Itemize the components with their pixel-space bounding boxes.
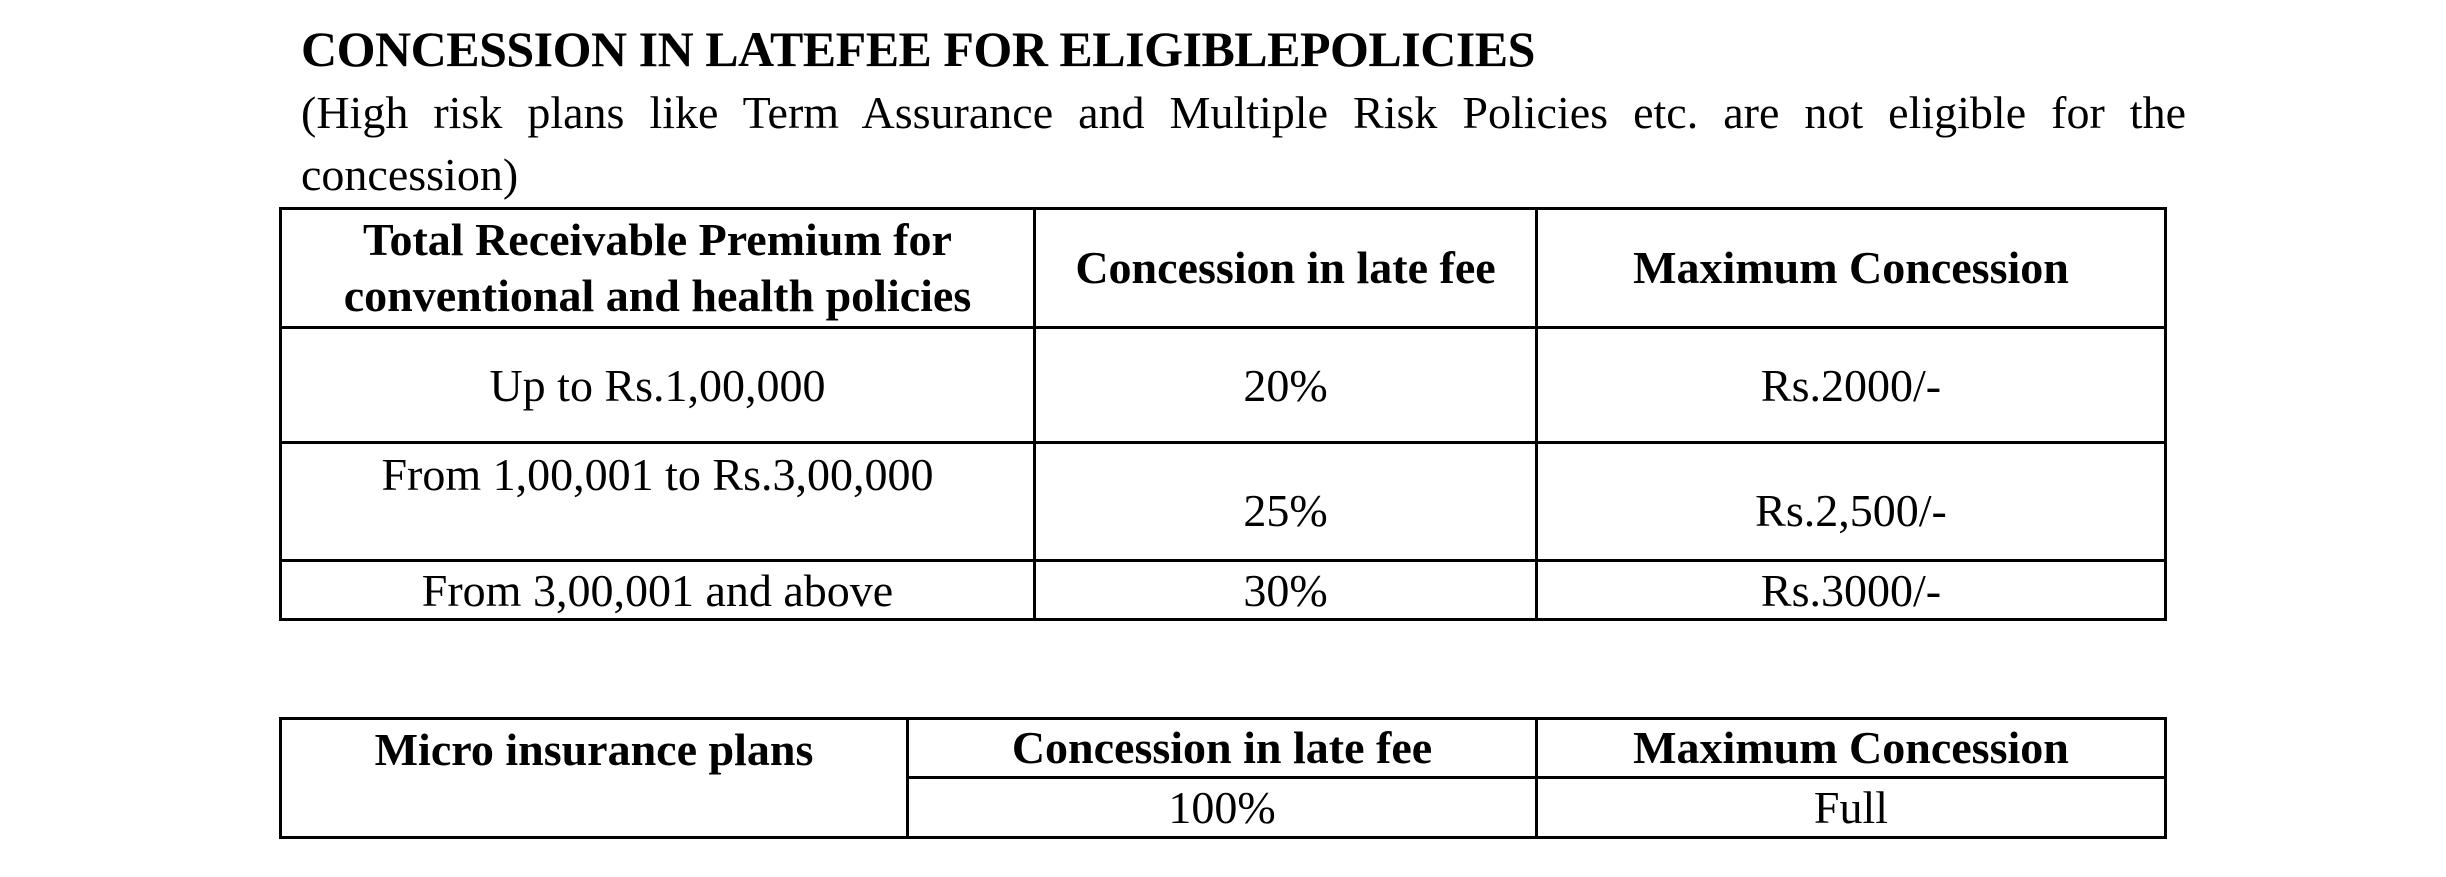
table-header-row: Micro insurance plans Concession in late… xyxy=(279,717,2167,839)
table-row: 100% Full xyxy=(281,776,2167,839)
eligibility-note: (High risk plans like Term Assurance and… xyxy=(301,87,2186,200)
document-title: CONCESSION IN LATEFEE FOR ELIGIBLEPOLICI… xyxy=(301,21,1535,77)
header-concession: Concession in late fee xyxy=(906,717,1538,779)
concession-percent: 100% xyxy=(906,776,1538,839)
header-concession: Concession in late fee xyxy=(1033,207,1538,329)
max-concession: Full xyxy=(1535,776,2167,839)
premium-range: From 1,00,001 to Rs.3,00,000 xyxy=(279,441,1036,562)
max-concession: Rs.2,500/- xyxy=(1535,441,2167,562)
header-max-concession: Maximum Concession xyxy=(1535,717,2167,779)
header-micro-plans: Micro insurance plans xyxy=(279,717,909,839)
max-concession: Rs.2000/- xyxy=(1535,326,2167,444)
header-max-concession: Maximum Concession xyxy=(1535,207,2167,329)
premium-range: Up to Rs.1,00,000 xyxy=(279,326,1036,444)
premium-range: From 3,00,001 and above xyxy=(279,559,1036,621)
conventional-policies-table: Total Receivable Premium for conventiona… xyxy=(279,207,2167,621)
table-row: Up to Rs.1,00,000 20% Rs.2000/- xyxy=(279,326,2167,444)
concession-percent: 20% xyxy=(1033,326,1538,444)
concession-percent: 25% xyxy=(1033,441,1538,562)
micro-insurance-table: Micro insurance plans Concession in late… xyxy=(279,717,2167,839)
max-concession: Rs.3000/- xyxy=(1535,559,2167,621)
table-header-row: Total Receivable Premium for conventiona… xyxy=(279,207,2167,329)
table-row: From 3,00,001 and above 30% Rs.3000/- xyxy=(279,559,2167,621)
header-total-premium: Total Receivable Premium for conventiona… xyxy=(279,207,1036,329)
table-row: From 1,00,001 to Rs.3,00,000 25% Rs.2,50… xyxy=(279,441,2167,562)
concession-percent: 30% xyxy=(1033,559,1538,621)
